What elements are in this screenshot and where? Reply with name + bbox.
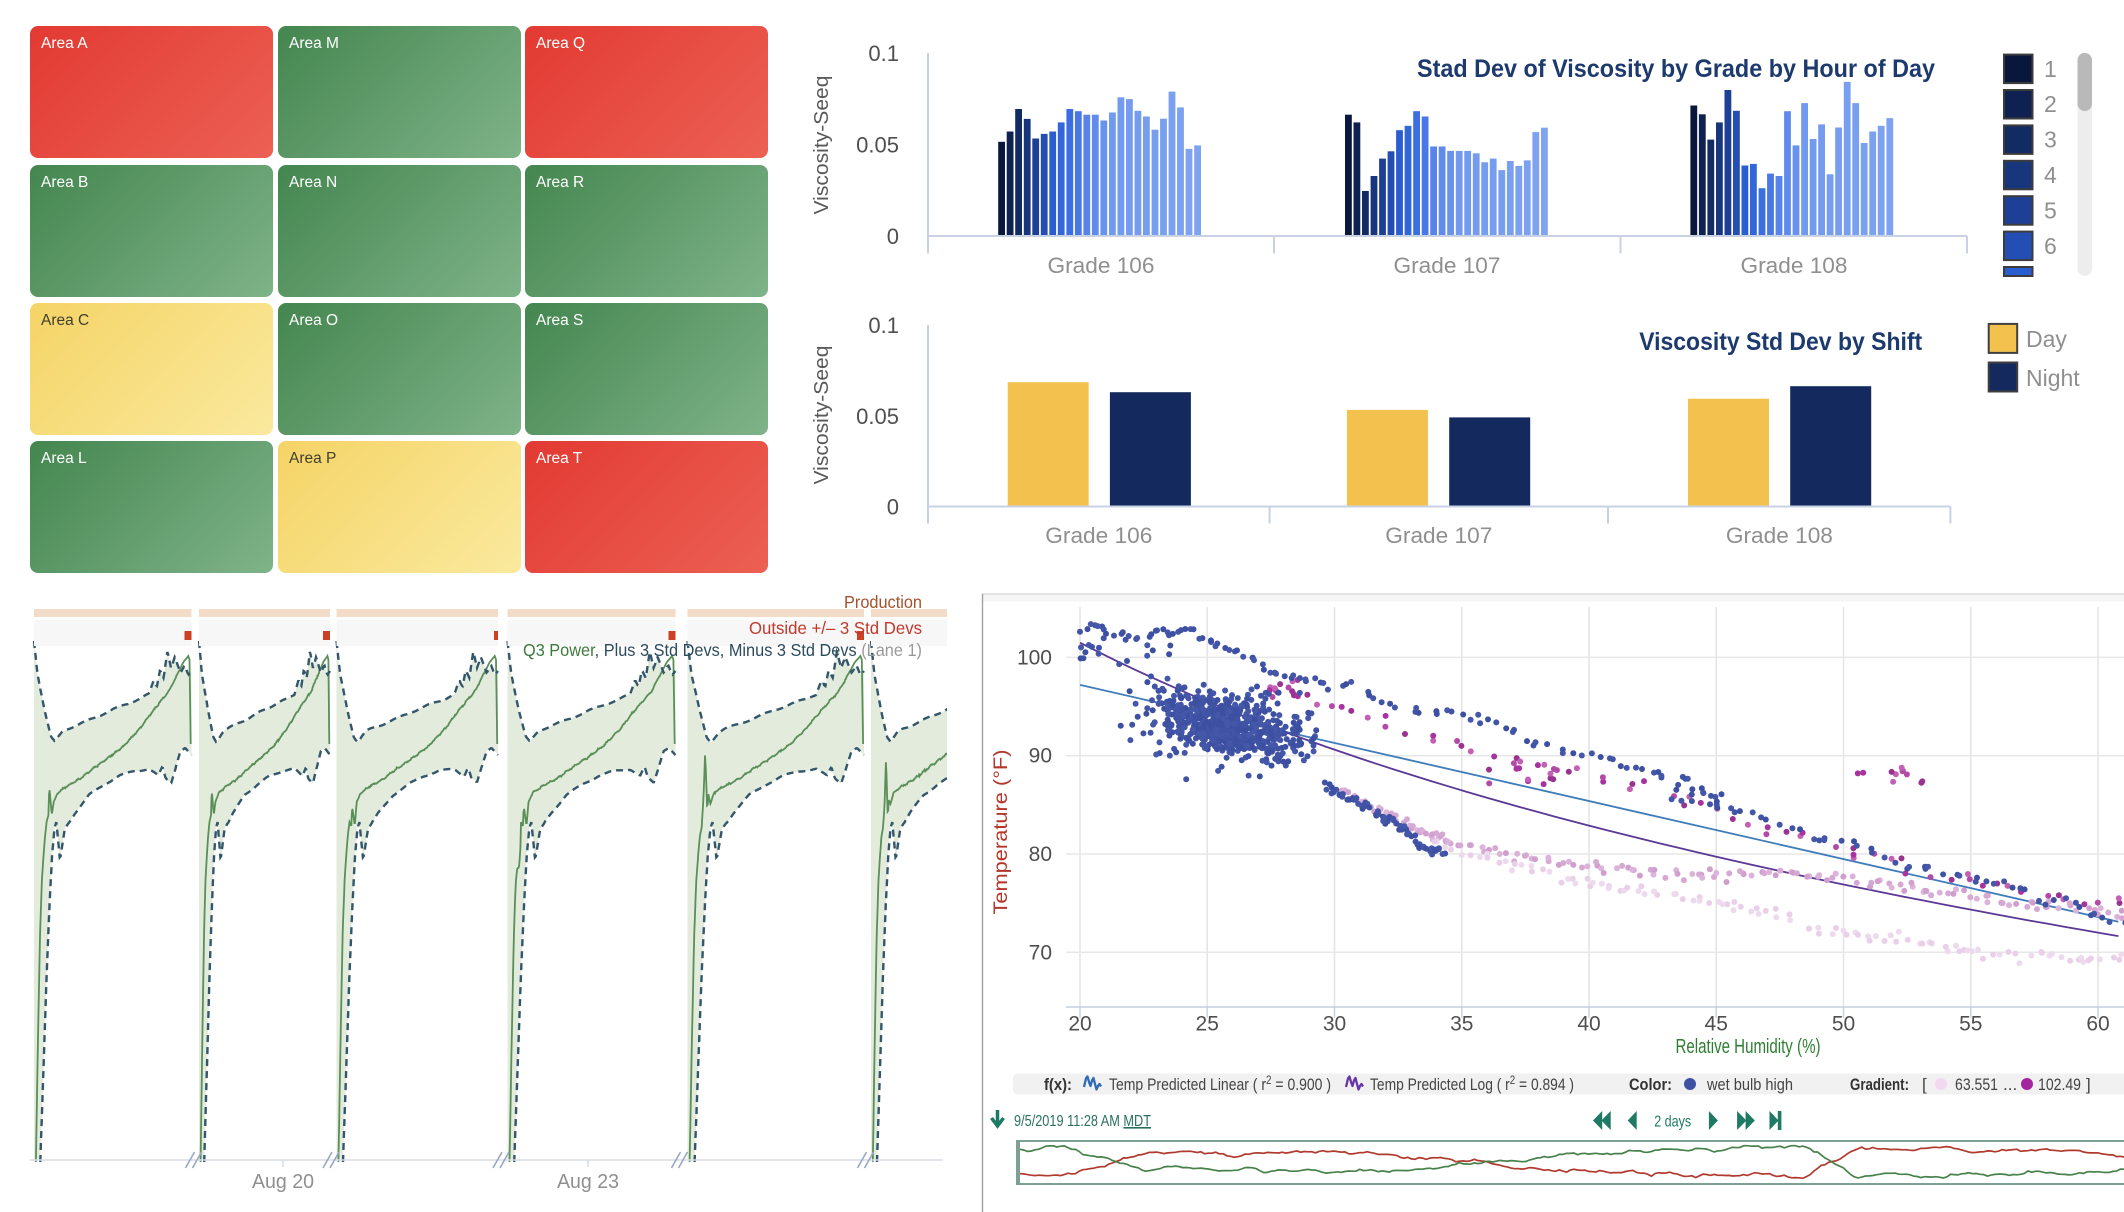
svg-text:5: 5 xyxy=(2044,197,2057,223)
svg-text:Color:: Color: xyxy=(1629,1075,1672,1094)
svg-text:Q3 Power, Plus 3 Std Devs, Min: Q3 Power, Plus 3 Std Devs, Minus 3 Std D… xyxy=(523,640,922,660)
svg-text:f(x):: f(x): xyxy=(1044,1075,1072,1094)
svg-text:Viscosity Std Dev by Shift: Viscosity Std Dev by Shift xyxy=(1639,328,1923,356)
svg-text:Day: Day xyxy=(2026,326,2067,352)
svg-text:Relative Humidity (%): Relative Humidity (%) xyxy=(1676,1036,1821,1058)
svg-text:Grade 108: Grade 108 xyxy=(1726,523,1833,548)
svg-text:Grade 107: Grade 107 xyxy=(1385,523,1492,548)
svg-text:25: 25 xyxy=(1196,1013,1219,1036)
svg-text:Night: Night xyxy=(2026,365,2080,391)
svg-text:4: 4 xyxy=(2044,162,2057,188)
svg-text:9/5/2019 11:28 AM MDT: 9/5/2019 11:28 AM MDT xyxy=(1014,1113,1151,1130)
svg-text:Outside +/– 3 Std Devs: Outside +/– 3 Std Devs xyxy=(749,618,922,638)
svg-text:...: ... xyxy=(2003,1075,2017,1094)
svg-text:50: 50 xyxy=(1832,1013,1855,1036)
svg-text:Grade 107: Grade 107 xyxy=(1394,253,1501,278)
svg-text:70: 70 xyxy=(1029,941,1052,964)
svg-text:Viscosity-Seeq: Viscosity-Seeq xyxy=(811,346,833,485)
svg-text:Production: Production xyxy=(844,592,922,612)
svg-text:[: [ xyxy=(1922,1075,1927,1094)
svg-text:Aug 20: Aug 20 xyxy=(252,1171,314,1193)
svg-text:0.05: 0.05 xyxy=(856,404,899,429)
svg-text:30: 30 xyxy=(1323,1013,1346,1036)
svg-text:Temp Predicted Log ( r2 = 0.89: Temp Predicted Log ( r2 = 0.894 ) xyxy=(1370,1073,1574,1094)
svg-text:Viscosity-Seeq: Viscosity-Seeq xyxy=(811,76,833,215)
svg-text:wet bulb high: wet bulb high xyxy=(1706,1075,1793,1094)
svg-text:]: ] xyxy=(2086,1075,2091,1094)
svg-text:0: 0 xyxy=(887,495,899,520)
svg-text:45: 45 xyxy=(1705,1013,1728,1036)
svg-text:Temp Predicted Linear ( r2 = 0: Temp Predicted Linear ( r2 = 0.900 ) xyxy=(1109,1073,1331,1094)
svg-text:90: 90 xyxy=(1029,745,1052,768)
svg-text:40: 40 xyxy=(1577,1013,1600,1036)
svg-text:63.551: 63.551 xyxy=(1955,1075,1998,1094)
svg-text:0.1: 0.1 xyxy=(868,41,899,66)
svg-text:100: 100 xyxy=(1017,646,1052,669)
svg-text:80: 80 xyxy=(1029,843,1052,866)
svg-text:Stad Dev of Viscosity by Grade: Stad Dev of Viscosity by Grade by Hour o… xyxy=(1417,55,1935,83)
svg-text:2: 2 xyxy=(2044,91,2057,117)
svg-text:0: 0 xyxy=(887,224,899,249)
svg-text:Grade 106: Grade 106 xyxy=(1048,253,1155,278)
svg-text:1: 1 xyxy=(2044,56,2057,82)
svg-text:Temperature (°F): Temperature (°F) xyxy=(991,750,1012,915)
svg-text:35: 35 xyxy=(1450,1013,1473,1036)
svg-text:102.49: 102.49 xyxy=(2038,1075,2081,1094)
svg-text:Aug 23: Aug 23 xyxy=(557,1171,619,1193)
svg-text:60: 60 xyxy=(2086,1013,2109,1036)
svg-text:0.1: 0.1 xyxy=(868,313,899,338)
svg-text:Grade 106: Grade 106 xyxy=(1045,523,1152,548)
svg-text:Gradient:: Gradient: xyxy=(1850,1075,1909,1094)
svg-text:20: 20 xyxy=(1068,1013,1091,1036)
svg-text:55: 55 xyxy=(1959,1013,1982,1036)
svg-text:Grade 108: Grade 108 xyxy=(1741,253,1848,278)
svg-text:2 days: 2 days xyxy=(1654,1114,1691,1131)
svg-text:6: 6 xyxy=(2044,233,2057,259)
svg-text:0.05: 0.05 xyxy=(856,133,899,158)
svg-text:3: 3 xyxy=(2044,127,2057,153)
